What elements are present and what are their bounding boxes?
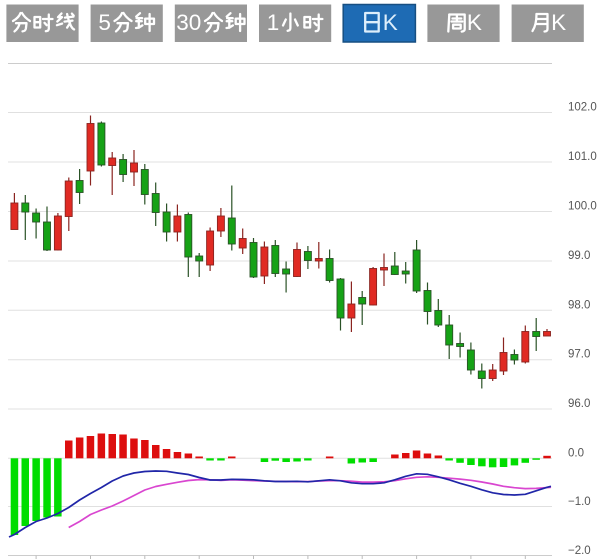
svg-text:−1.0: −1.0 — [568, 496, 591, 508]
svg-text:0.0: 0.0 — [568, 447, 584, 459]
svg-text:101.0: 101.0 — [568, 151, 597, 163]
svg-text:96.0: 96.0 — [568, 398, 590, 410]
svg-text:97.0: 97.0 — [568, 349, 590, 361]
svg-text:98.0: 98.0 — [568, 299, 590, 311]
svg-text:K: K — [467, 10, 482, 35]
svg-text:102.0: 102.0 — [568, 102, 597, 114]
svg-text:100.0: 100.0 — [568, 201, 597, 213]
svg-text:30: 30 — [176, 10, 201, 35]
svg-text:−2.0: −2.0 — [568, 545, 591, 557]
svg-text:5: 5 — [98, 10, 111, 35]
svg-text:99.0: 99.0 — [568, 250, 590, 262]
svg-text:1: 1 — [267, 10, 280, 35]
svg-text:K: K — [551, 10, 566, 35]
svg-text:K: K — [383, 10, 398, 35]
